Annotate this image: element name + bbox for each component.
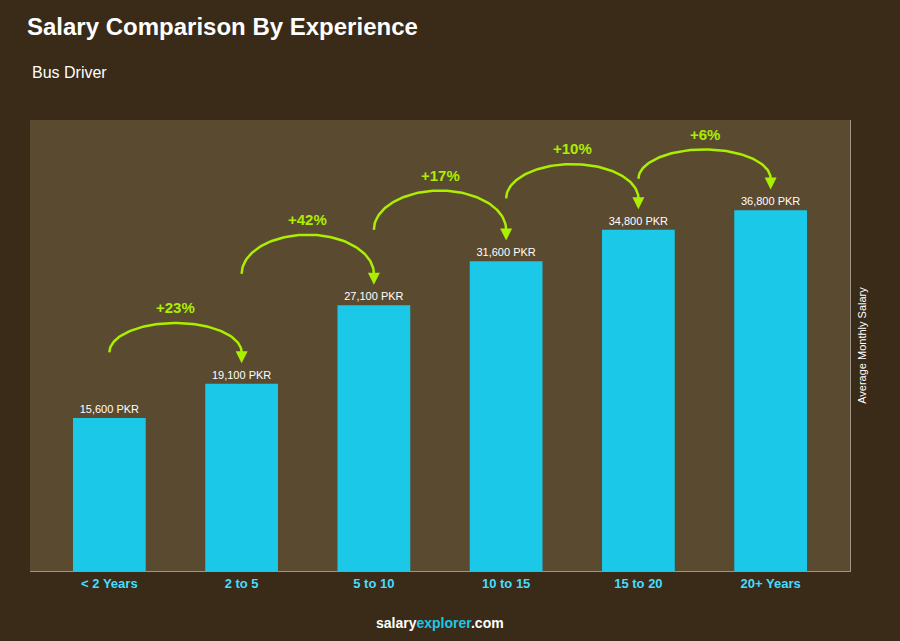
svg-text:+10%: +10%	[553, 140, 592, 157]
svg-text:31,600 PKR: 31,600 PKR	[476, 246, 535, 258]
svg-text:2 to 5: 2 to 5	[225, 576, 259, 591]
svg-text:20+ Years: 20+ Years	[741, 576, 801, 591]
svg-text:19,100 PKR: 19,100 PKR	[212, 369, 271, 381]
svg-text:+42%: +42%	[288, 211, 327, 228]
svg-text:15 to 20: 15 to 20	[614, 576, 662, 591]
svg-text:salaryexplorer.com: salaryexplorer.com	[376, 615, 504, 631]
svg-text:36,800 PKR: 36,800 PKR	[741, 195, 800, 207]
svg-text:+17%: +17%	[421, 167, 460, 184]
svg-text:Bus Driver: Bus Driver	[32, 64, 107, 81]
svg-text:5 to 10: 5 to 10	[353, 576, 394, 591]
svg-text:Average Monthly Salary: Average Monthly Salary	[856, 287, 868, 404]
svg-text:+23%: +23%	[156, 299, 195, 316]
svg-text:34,800 PKR: 34,800 PKR	[609, 215, 668, 227]
svg-text:27,100 PKR: 27,100 PKR	[344, 290, 403, 302]
svg-text:15,600 PKR: 15,600 PKR	[80, 403, 139, 415]
svg-text:10 to 15: 10 to 15	[482, 576, 530, 591]
svg-text:< 2 Years: < 2 Years	[81, 576, 138, 591]
svg-text:Salary Comparison By Experienc: Salary Comparison By Experience	[27, 13, 418, 40]
svg-text:+6%: +6%	[690, 126, 720, 143]
